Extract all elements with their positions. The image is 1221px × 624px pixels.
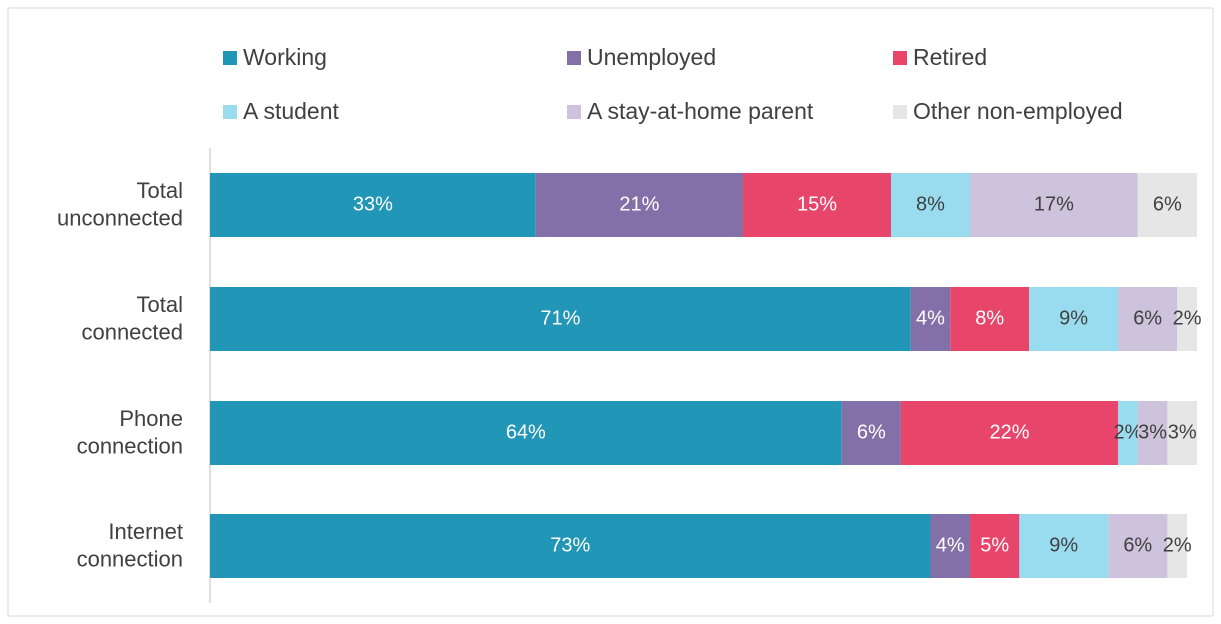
value-label: 15% bbox=[797, 193, 837, 215]
bar-segment bbox=[891, 173, 970, 237]
bar-segment bbox=[210, 173, 536, 237]
value-label: 17% bbox=[1034, 193, 1074, 215]
value-label: 2% bbox=[1173, 307, 1202, 329]
value-label: 4% bbox=[916, 307, 945, 329]
bar-segment bbox=[210, 401, 842, 465]
bar-segment bbox=[1029, 287, 1119, 351]
value-label: 71% bbox=[540, 307, 580, 329]
value-label: 3% bbox=[1168, 421, 1197, 443]
bar-segment bbox=[1177, 287, 1197, 351]
bar-segment bbox=[841, 401, 901, 465]
value-label: 9% bbox=[1049, 534, 1078, 556]
category-label: Total connected bbox=[81, 292, 183, 345]
value-label: 5% bbox=[980, 534, 1009, 556]
legend-swatch bbox=[893, 105, 907, 119]
legend-swatch bbox=[567, 105, 581, 119]
legend-swatch bbox=[223, 51, 237, 65]
value-label: 22% bbox=[989, 421, 1029, 443]
bar-segment bbox=[535, 173, 743, 237]
value-label: 73% bbox=[550, 534, 590, 556]
bar-segment bbox=[210, 287, 911, 351]
bar-segment bbox=[1118, 401, 1138, 465]
value-label: 8% bbox=[975, 307, 1004, 329]
bar-segment bbox=[1167, 514, 1188, 578]
value-label: 6% bbox=[857, 421, 886, 443]
category-label: Total unconnected bbox=[57, 178, 183, 231]
value-label: 3% bbox=[1138, 421, 1167, 443]
value-label: 64% bbox=[506, 421, 546, 443]
value-label: 6% bbox=[1153, 193, 1182, 215]
legend-label: Other non-employed bbox=[913, 98, 1123, 124]
value-label: 8% bbox=[916, 193, 945, 215]
bar-segment bbox=[950, 287, 1030, 351]
value-label: 6% bbox=[1133, 307, 1162, 329]
bar-segment bbox=[969, 514, 1020, 578]
legend-label: A stay-at-home parent bbox=[587, 98, 814, 124]
bar-segment bbox=[930, 514, 970, 578]
value-label: 21% bbox=[619, 193, 659, 215]
bar-segment bbox=[1137, 401, 1168, 465]
legend-swatch bbox=[893, 51, 907, 65]
bar-segment bbox=[1167, 401, 1197, 465]
value-label: 2% bbox=[1113, 421, 1142, 443]
legend-label: Working bbox=[243, 44, 327, 70]
value-label: 33% bbox=[353, 193, 393, 215]
bar-segment bbox=[1118, 287, 1178, 351]
bar-segment bbox=[910, 287, 951, 351]
legend-label: Retired bbox=[913, 44, 987, 70]
bar-segment bbox=[1108, 514, 1168, 578]
value-label: 4% bbox=[936, 534, 965, 556]
legend-label: Unemployed bbox=[587, 44, 716, 70]
bar-segment bbox=[900, 401, 1119, 465]
category-label: Phone connection bbox=[77, 406, 183, 459]
value-label: 2% bbox=[1163, 534, 1192, 556]
bar-segment bbox=[1137, 173, 1197, 237]
bar-segment bbox=[742, 173, 892, 237]
bar-segment bbox=[969, 173, 1138, 237]
value-label: 9% bbox=[1059, 307, 1088, 329]
bar-segment bbox=[1019, 514, 1109, 578]
legend-swatch bbox=[223, 105, 237, 119]
bar-segment bbox=[210, 514, 931, 578]
legend-swatch bbox=[567, 51, 581, 65]
value-label: 6% bbox=[1123, 534, 1152, 556]
category-label: Internet connection bbox=[77, 519, 183, 572]
legend-label: A student bbox=[243, 98, 340, 124]
